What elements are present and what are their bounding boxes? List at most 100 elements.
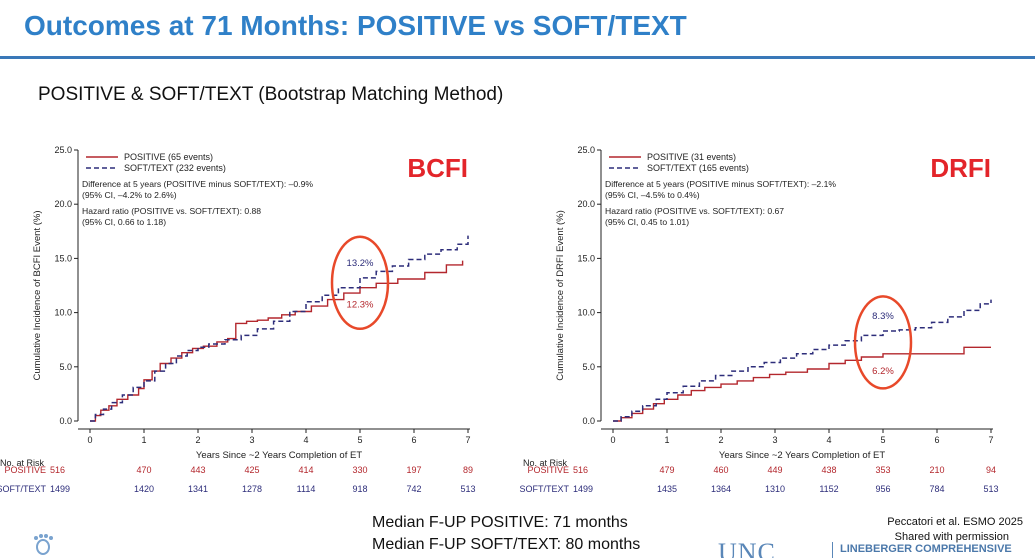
lineberger-logo-text: LINEBERGER COMPREHENSIVE xyxy=(840,543,1012,555)
stat-line: Difference at 5 years (POSITIVE minus SO… xyxy=(82,179,313,189)
risk-cell: 353 xyxy=(875,465,890,475)
risk-cell: 956 xyxy=(875,484,890,494)
risk-table-header: No. at Risk xyxy=(0,458,45,468)
y-tick-label: 25.0 xyxy=(577,145,595,155)
risk-cell: 516 xyxy=(573,465,588,475)
slide-title: Outcomes at 71 Months: POSITIVE vs SOFT/… xyxy=(24,10,687,41)
stat-line: (95% CI, –4.2% to 2.6%) xyxy=(82,190,177,200)
x-tick-label: 0 xyxy=(87,435,92,445)
risk-cell: 513 xyxy=(460,484,475,494)
stat-line: Hazard ratio (POSITIVE vs. SOFT/TEXT): 0… xyxy=(605,206,784,216)
y-axis-label: Cumulative Incidence of BCFI Event (%) xyxy=(32,210,43,380)
x-tick-label: 6 xyxy=(411,435,416,445)
risk-cell: 449 xyxy=(767,465,782,475)
legend-soft-text-label: SOFT/TEXT (232 events) xyxy=(124,163,226,173)
annotation-soft-text-5yr: 8.3% xyxy=(872,311,894,322)
x-axis-label: Years Since ~2 Years Completion of ET xyxy=(719,450,885,461)
risk-cell: 1364 xyxy=(711,484,731,494)
panel-label: BCFI xyxy=(407,153,468,183)
risk-cell: 443 xyxy=(190,465,205,475)
risk-cell: 89 xyxy=(463,465,473,475)
y-tick-label: 15.0 xyxy=(54,253,72,263)
stat-line: Difference at 5 years (POSITIVE minus SO… xyxy=(605,179,836,189)
title-divider xyxy=(0,56,1035,59)
footprint-logo xyxy=(34,534,53,555)
risk-cell: 742 xyxy=(406,484,421,494)
citation: Peccatori et al. ESMO 2025 xyxy=(887,516,1023,528)
risk-cell: 1499 xyxy=(573,484,593,494)
risk-cell: 1152 xyxy=(819,484,838,494)
stat-line: (95% CI, 0.45 to 1.01) xyxy=(605,217,689,227)
median-followup-positive: Median F-UP POSITIVE: 71 months xyxy=(372,514,628,531)
risk-row-label: POSITIVE xyxy=(4,465,46,475)
x-tick-label: 0 xyxy=(610,435,615,445)
risk-cell: 784 xyxy=(929,484,944,494)
x-tick-label: 1 xyxy=(141,435,146,445)
annotation-soft-text-5yr: 13.2% xyxy=(347,258,374,269)
y-tick-label: 5.0 xyxy=(582,362,595,372)
x-tick-label: 7 xyxy=(465,435,470,445)
unc-logo: UNC xyxy=(718,538,776,558)
five-year-highlight-ring xyxy=(853,295,913,390)
y-tick-label: 20.0 xyxy=(577,199,595,209)
series-positive-line xyxy=(613,346,991,422)
x-tick-label: 2 xyxy=(718,435,723,445)
risk-table-header: No. at Risk xyxy=(523,458,568,468)
x-axis-label: Years Since ~2 Years Completion of ET xyxy=(196,450,362,461)
risk-cell: 414 xyxy=(298,465,313,475)
y-tick-label: 25.0 xyxy=(54,145,72,155)
annotation-positive-5yr: 12.3% xyxy=(347,300,374,311)
y-tick-label: 0.0 xyxy=(582,416,595,426)
slide-subtitle: POSITIVE & SOFT/TEXT (Bootstrap Matching… xyxy=(38,84,504,105)
drfi-chart: 0.0 5.0 10.0 15.0 20.0 25.0 0 1 2 3 4 5 6 7 Years Sinc… xyxy=(520,145,999,494)
y-tick-label: 5.0 xyxy=(59,362,72,372)
risk-cell: 1114 xyxy=(297,484,316,494)
logo-divider xyxy=(832,542,833,558)
x-tick-label: 3 xyxy=(249,435,254,445)
permission-note: Shared with permission xyxy=(894,531,1009,543)
risk-cell: 1420 xyxy=(134,484,154,494)
risk-cell: 1499 xyxy=(50,484,70,494)
risk-cell: 470 xyxy=(136,465,151,475)
risk-row-label: SOFT/TEXT xyxy=(0,484,47,494)
y-tick-label: 0.0 xyxy=(59,416,72,426)
risk-cell: 197 xyxy=(406,465,421,475)
x-tick-label: 4 xyxy=(303,435,308,445)
median-followup-soft-text: Median F-UP SOFT/TEXT: 80 months xyxy=(372,536,641,553)
risk-row-label: POSITIVE xyxy=(527,465,569,475)
legend-positive-label: POSITIVE (31 events) xyxy=(647,152,736,162)
risk-cell: 330 xyxy=(352,465,367,475)
y-axis-label: Cumulative Incidence of DRFI Event (%) xyxy=(555,210,566,381)
risk-cell: 94 xyxy=(986,465,996,475)
risk-cell: 479 xyxy=(659,465,674,475)
panel-label: DRFI xyxy=(930,153,991,183)
x-tick-label: 6 xyxy=(934,435,939,445)
legend-soft-text-label: SOFT/TEXT (165 events) xyxy=(647,163,749,173)
risk-cell: 513 xyxy=(983,484,998,494)
x-tick-label: 2 xyxy=(195,435,200,445)
risk-cell: 460 xyxy=(713,465,728,475)
x-tick-label: 1 xyxy=(664,435,669,445)
series-soft-text-line xyxy=(613,299,992,422)
risk-row-label: SOFT/TEXT xyxy=(520,484,570,494)
x-tick-label: 3 xyxy=(772,435,777,445)
risk-cell: 918 xyxy=(352,484,367,494)
risk-cell: 210 xyxy=(929,465,944,475)
bcfi-chart: 0.0 5.0 10.0 15.0 20.0 25.0 0 1 2 3 4 5 6 7 Years Sinc… xyxy=(0,145,476,494)
risk-cell: 1278 xyxy=(242,484,262,494)
x-tick-label: 5 xyxy=(357,435,362,445)
x-tick-label: 5 xyxy=(880,435,885,445)
risk-cell: 1341 xyxy=(188,484,208,494)
risk-cell: 516 xyxy=(50,465,65,475)
x-tick-label: 4 xyxy=(826,435,831,445)
x-tick-label: 7 xyxy=(988,435,993,445)
series-soft-text-line xyxy=(90,235,469,422)
series-positive-line xyxy=(90,260,464,422)
risk-cell: 438 xyxy=(821,465,836,475)
y-tick-label: 10.0 xyxy=(54,308,72,318)
y-tick-label: 10.0 xyxy=(577,308,595,318)
stat-line: (95% CI, 0.66 to 1.18) xyxy=(82,217,166,227)
risk-cell: 425 xyxy=(244,465,259,475)
risk-cell: 1435 xyxy=(657,484,677,494)
risk-cell: 1310 xyxy=(765,484,785,494)
